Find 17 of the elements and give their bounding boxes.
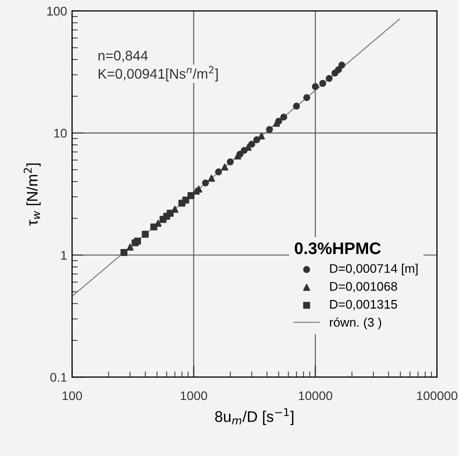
legend-label: D=0,001068: [330, 282, 398, 292]
x-tick-label: 100000: [417, 391, 458, 400]
annotation: K=0,00941[Ns$^{n}$/m$^{2}$]: [98, 66, 218, 82]
x-tick-label: 100: [62, 391, 82, 400]
y-tick-label: 0.1: [50, 372, 67, 382]
x-axis-title: 8u$_{m}$/D [s$^{−1}$]: [215, 408, 294, 426]
legend-title: 0.3%HPMC: [294, 242, 381, 254]
y-axis-title: τ$_{w}$ [N/m$^{2}$]: [24, 163, 41, 226]
legend-label: D=0,001315: [330, 300, 398, 310]
annotation: n=0,844: [98, 50, 148, 62]
x-tick-label: 10000: [298, 391, 332, 400]
x-tick-label: 1000: [180, 391, 208, 400]
y-tick-label: 1: [61, 250, 67, 260]
y-tick-label: 100: [47, 6, 67, 16]
y-tick-label: 10: [54, 128, 67, 138]
legend-label: D=0,000714 [m]: [330, 264, 418, 276]
legend-label: równ. (3 ): [330, 317, 382, 330]
